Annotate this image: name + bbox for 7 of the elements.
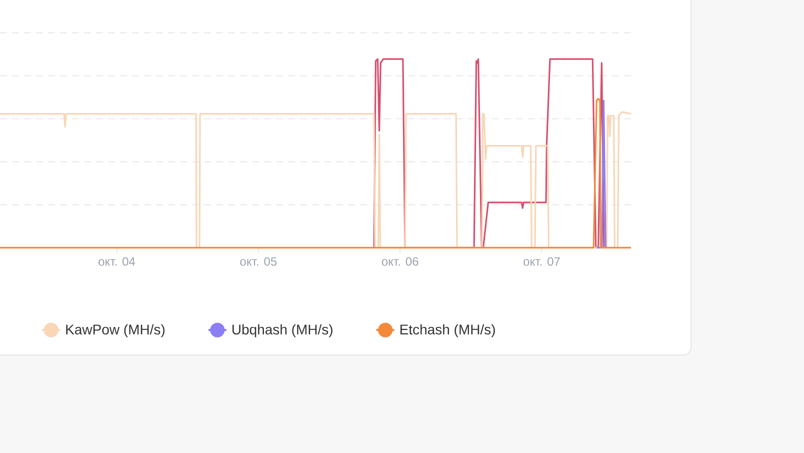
x-tick-label: окт. 05 — [240, 257, 277, 266]
legend-label: KawPow (MH/s) — [66, 324, 165, 338]
x-tick-label: окт. 07 — [524, 257, 560, 266]
legend-label: Etchash (MH/s) — [400, 324, 495, 338]
legend-label: Ubqhash (MH/s) — [232, 324, 332, 338]
x-tick-label: окт. 06 — [382, 257, 418, 266]
x-tick-label: окт. 04 — [98, 257, 136, 266]
